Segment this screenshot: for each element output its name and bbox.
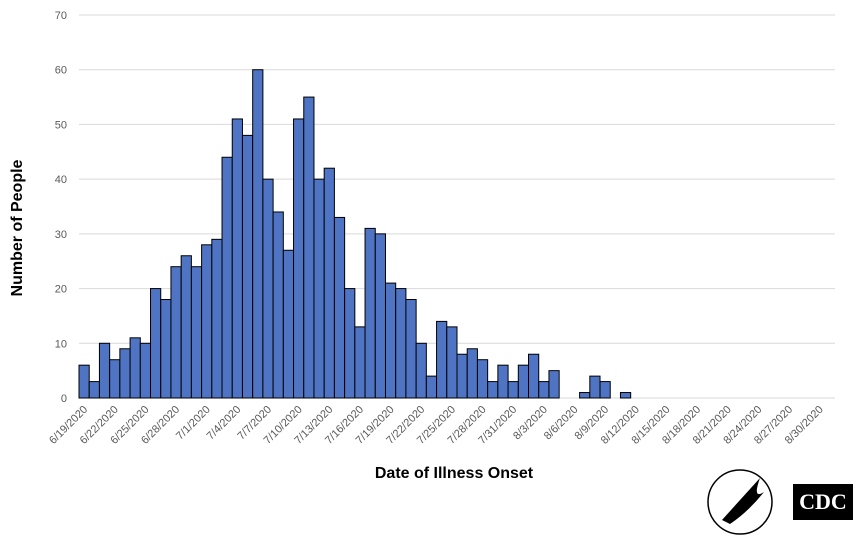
bar: [436, 320, 448, 399]
bar: [160, 299, 172, 399]
y-tick-label: 50: [55, 119, 67, 131]
bar: [395, 288, 407, 399]
bar: [528, 353, 540, 399]
bar: [548, 370, 560, 399]
bar: [180, 255, 192, 399]
bar: [313, 178, 325, 399]
bar: [78, 364, 90, 399]
cdc-logo: CDC: [793, 484, 853, 520]
bar: [201, 244, 213, 399]
y-tick-label: 60: [55, 65, 67, 77]
bar: [507, 381, 519, 399]
y-tick-label: 30: [55, 229, 67, 241]
bar: [405, 299, 417, 399]
bar: [150, 288, 162, 399]
bar: [221, 156, 233, 399]
bar: [129, 337, 141, 399]
bar: [262, 178, 274, 399]
bar: [476, 359, 489, 399]
y-tick-label: 40: [55, 174, 67, 186]
bar: [98, 342, 111, 399]
bar: [211, 238, 223, 399]
bar: [109, 359, 121, 399]
y-tick-label: 0: [61, 393, 67, 405]
bar: [446, 326, 458, 399]
bar: [272, 211, 284, 399]
bar: [88, 381, 100, 399]
bar: [425, 375, 438, 399]
bar: [599, 381, 611, 399]
bar: [252, 69, 264, 399]
bar: [374, 233, 386, 399]
bar: [384, 282, 397, 399]
bar: [589, 375, 601, 399]
bar: [241, 134, 254, 399]
bar: [497, 364, 509, 399]
cdc-logo-text: CDC: [799, 489, 847, 514]
bar: [466, 348, 478, 399]
y-tick-label: 20: [55, 284, 67, 296]
bar: [293, 118, 305, 399]
bar: [139, 342, 152, 399]
bar: [619, 392, 632, 399]
bar: [579, 392, 591, 399]
bar: [119, 348, 131, 399]
bar: [415, 342, 427, 399]
bar: [456, 353, 468, 399]
x-axis-title: Date of Illness Onset: [375, 465, 534, 482]
bar: [323, 167, 335, 399]
bar: [517, 364, 530, 399]
bar: [190, 266, 203, 399]
bar: [487, 381, 499, 399]
bar: [333, 216, 346, 399]
bar: [170, 266, 182, 399]
y-tick-label: 10: [55, 338, 67, 350]
bar: [231, 118, 243, 399]
bar: [303, 96, 315, 399]
bar: [282, 249, 295, 399]
y-axis-title: Number of People: [9, 159, 26, 296]
y-tick-label: 70: [55, 10, 67, 22]
bar: [364, 227, 376, 399]
bar: [354, 326, 366, 399]
hhs-logo: [707, 469, 773, 535]
bar: [538, 381, 550, 399]
bar: [344, 288, 356, 399]
